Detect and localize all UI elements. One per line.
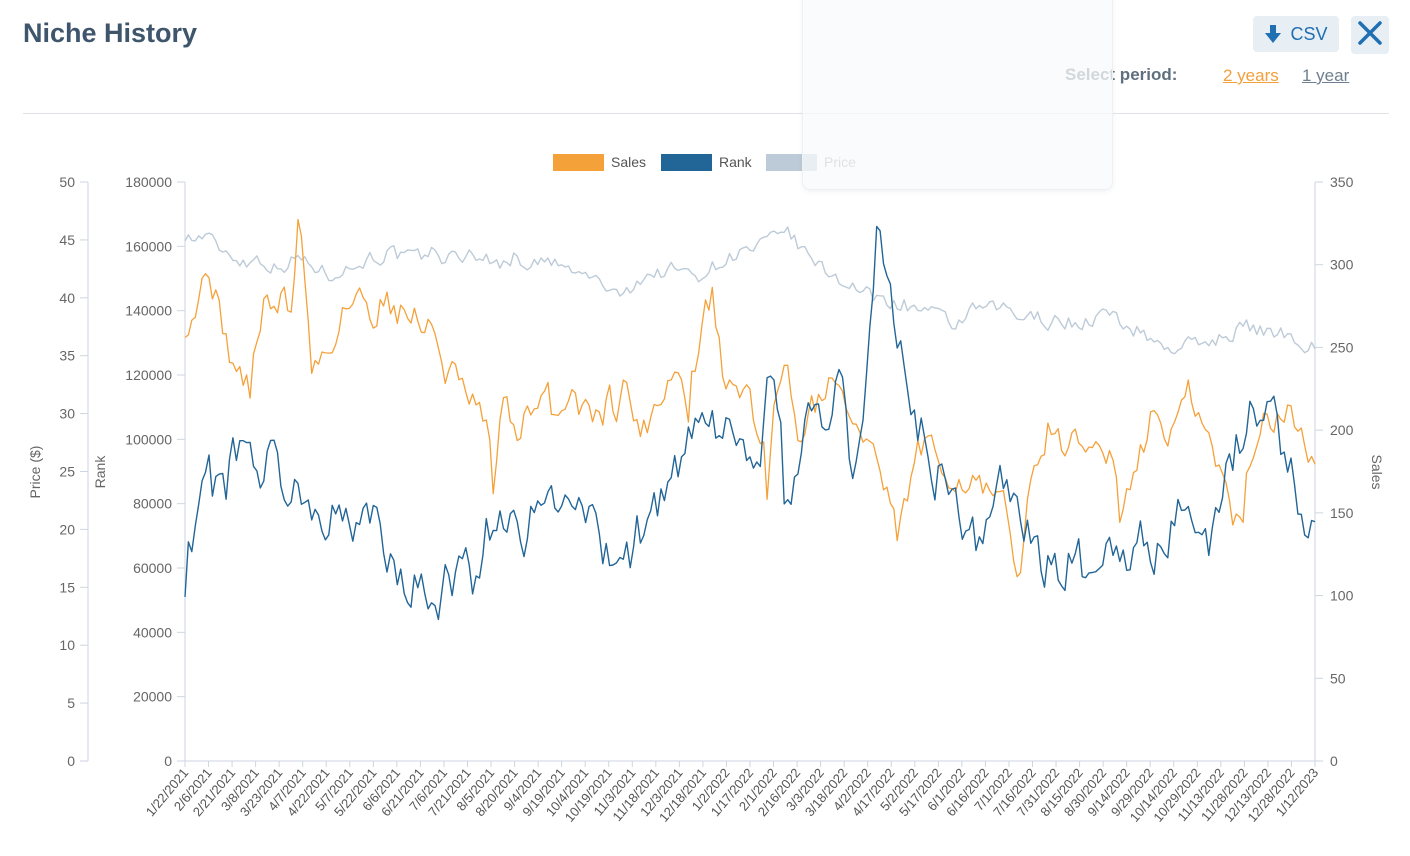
price-tick-label: 35: [59, 348, 75, 364]
series-rank-line: [184, 225, 1316, 621]
sales-tick-label: 50: [1330, 670, 1346, 686]
rank-tick-label: 20000: [133, 689, 172, 705]
series-sales-line: [184, 218, 1316, 578]
series-price-line: [184, 226, 1316, 355]
rank-tick-label: 60000: [133, 560, 172, 576]
rank-tick-label: 140000: [125, 303, 172, 319]
sales-tick-label: 150: [1330, 505, 1354, 521]
rank-tick-label: 80000: [133, 496, 172, 512]
rank-tick-label: 160000: [125, 238, 172, 254]
period-1-year-link[interactable]: 1 year: [1302, 66, 1350, 85]
legend-swatch-sales: [553, 154, 604, 171]
price-tick-label: 40: [59, 290, 75, 306]
page-title: Niche History: [23, 18, 198, 48]
rank-tick-label: 120000: [125, 367, 172, 383]
price-tick-label: 15: [59, 579, 75, 595]
price-tick-label: 10: [59, 637, 75, 653]
sales-tick-label: 0: [1330, 753, 1338, 769]
csv-button-label: CSV: [1290, 23, 1328, 44]
price-axis-title: Price ($): [27, 446, 43, 499]
price-tick-label: 50: [59, 174, 75, 190]
price-tick-label: 25: [59, 464, 75, 480]
price-tick-label: 0: [67, 753, 75, 769]
niche-history-chart: SalesRankPrice 0510152025303540455002000…: [27, 154, 1385, 825]
period-2-years-link[interactable]: 2 years: [1223, 66, 1279, 85]
close-icon: [1357, 20, 1383, 51]
legend-label-sales: Sales: [611, 154, 646, 170]
header-divider: [23, 113, 1389, 114]
price-tick-label: 30: [59, 406, 75, 422]
sales-tick-label: 350: [1330, 174, 1354, 190]
download-arrow-icon: [1264, 24, 1282, 44]
close-button[interactable]: [1351, 16, 1389, 54]
sales-tick-label: 100: [1330, 588, 1354, 604]
rank-tick-label: 180000: [125, 174, 172, 190]
legend-label-rank: Rank: [719, 154, 753, 170]
price-tick-label: 20: [59, 521, 75, 537]
sales-tick-label: 300: [1330, 257, 1354, 273]
sales-axis-title: Sales: [1369, 454, 1385, 489]
background-preview-card: [802, 0, 1113, 190]
rank-tick-label: 100000: [125, 431, 172, 447]
price-tick-label: 5: [67, 695, 75, 711]
csv-download-button[interactable]: CSV: [1253, 16, 1339, 52]
chart-series: [184, 218, 1316, 621]
sales-tick-label: 250: [1330, 339, 1354, 355]
rank-tick-label: 40000: [133, 624, 172, 640]
sales-tick-label: 200: [1330, 422, 1354, 438]
rank-tick-label: 0: [164, 753, 172, 769]
x-axis-labels: 1/22/20212/6/20212/21/20213/8/20213/23/2…: [143, 761, 1321, 825]
price-tick-label: 45: [59, 232, 75, 248]
legend-swatch-rank: [661, 154, 712, 171]
rank-axis-title: Rank: [92, 455, 108, 489]
chart-axes: 0 5 10 15 20 25 30 35 40 45 50 0 20000 40000 60000 8000…: [27, 174, 1385, 769]
